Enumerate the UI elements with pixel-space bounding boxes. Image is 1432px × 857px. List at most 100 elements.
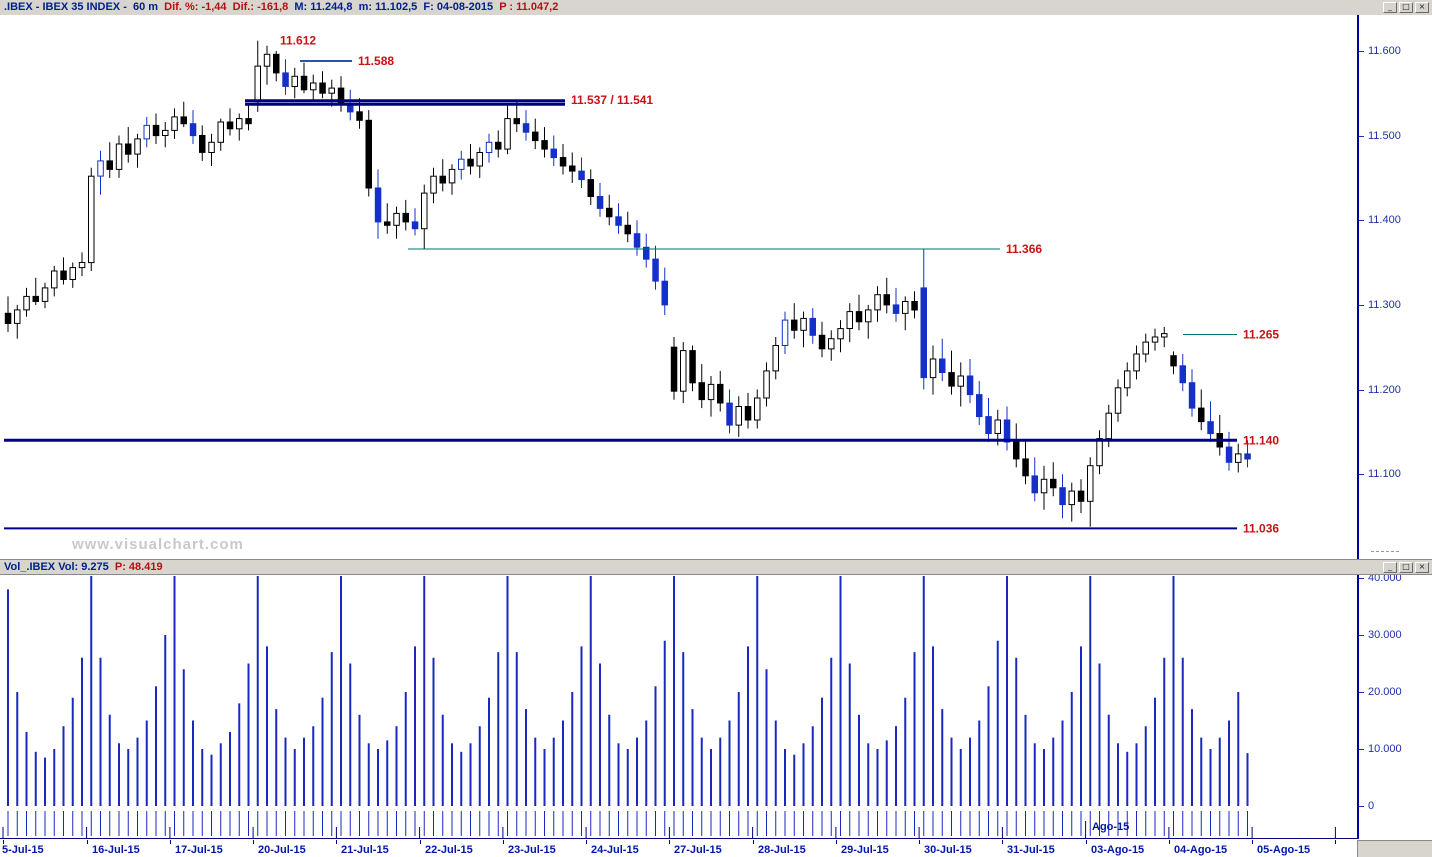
candle-body (319, 82, 326, 94)
candle-body (1114, 387, 1122, 414)
candle-body (217, 121, 224, 143)
level-label: 11.537 / 11.541 (571, 93, 653, 107)
price-tick-mark (1359, 390, 1364, 391)
candle-body (1198, 407, 1205, 423)
date-tick (253, 840, 254, 844)
candle-body (615, 216, 622, 226)
candle-body (1225, 446, 1233, 463)
candle-body (60, 270, 67, 280)
candle-body (14, 309, 21, 324)
candle-body (226, 121, 234, 130)
price-tick-label: 11.100 (1368, 468, 1401, 480)
candle-body (495, 141, 502, 150)
date-tick (1335, 840, 1336, 844)
date-tick (919, 840, 920, 844)
price-scale[interactable]: 11.600 11.500 11.400 11.300 11.200 11.100 (1357, 15, 1432, 559)
candle-body (865, 309, 872, 323)
candle-body (818, 334, 826, 350)
candle-body (596, 196, 604, 209)
candle-body (1133, 353, 1140, 372)
candle-body (421, 192, 428, 230)
candle-body (356, 111, 363, 121)
candle-body (458, 158, 465, 170)
candle-body (78, 262, 86, 269)
title-segment: P : 11.047,2 (499, 1, 559, 13)
date-tick (420, 840, 421, 844)
title-segment: P: 48.419 (114, 560, 163, 573)
date-tick (503, 840, 504, 844)
candle-body (689, 350, 696, 384)
time-axis[interactable]: 5-Jul-15 16-Jul-15 17-Jul-15 20-Jul-15 21-Ju… (0, 840, 1357, 857)
candle-body (115, 143, 123, 170)
candle-body (1077, 490, 1085, 502)
date-tick (3, 840, 4, 844)
minimize-button[interactable]: _ (1383, 2, 1397, 13)
candle-body (1188, 382, 1196, 409)
candle-body (374, 187, 382, 223)
candle-body (291, 75, 298, 87)
candle-body (282, 72, 289, 87)
candle-body (106, 160, 113, 170)
candle-body (310, 82, 317, 91)
candle-body (1068, 490, 1075, 506)
candle-body (1087, 465, 1094, 502)
candle-body (985, 416, 992, 435)
candle-body (236, 118, 243, 130)
candle-body (199, 135, 206, 153)
price-chart-area[interactable]: www.visualchart.com 11.612 11.588 11.537 /… (0, 15, 1357, 559)
candle-body (152, 124, 160, 137)
candle-body (846, 311, 853, 330)
candlestick-chart[interactable]: 11.612 11.588 11.537 / 11.541 11.366 11.265 1… (0, 15, 1357, 559)
date-tick (586, 840, 587, 844)
candle-body (911, 301, 918, 311)
price-tick-label: 11.300 (1368, 299, 1401, 311)
candle-body (97, 160, 104, 177)
minimize-button[interactable]: _ (1383, 562, 1397, 573)
candle-body (1105, 412, 1112, 440)
candles-layer (4, 40, 1251, 527)
chart-title-bar[interactable]: .IBEX - IBEX 35 INDEX - 60 m Dif. %: -1,… (0, 0, 1432, 16)
window-controls: _ □ × (1383, 2, 1429, 13)
volume-histogram[interactable] (0, 575, 1357, 838)
candle-body (32, 295, 39, 302)
volume-chart-area[interactable]: Ago-15 (0, 575, 1357, 839)
date-tick (336, 840, 337, 844)
candle-body (1031, 475, 1038, 494)
candle-body (661, 280, 668, 306)
candle-body (208, 141, 215, 154)
candle-body (476, 152, 483, 167)
close-button[interactable]: × (1415, 562, 1429, 573)
candle-body (652, 258, 659, 282)
candle-body (670, 346, 678, 392)
maximize-button[interactable]: □ (1399, 562, 1413, 573)
price-tick-mark (1359, 474, 1364, 475)
candle-body (902, 301, 909, 314)
date-label: 05-Ago-15 (1257, 844, 1311, 856)
volume-title-bar[interactable]: Vol_.IBEX Vol: 9.275 P: 48.419 _ □ × (0, 559, 1432, 575)
date-label: 31-Jul-15 (1007, 844, 1055, 856)
candle-body (707, 383, 715, 401)
volume-title: Vol_.IBEX Vol: 9.275 P: 48.419 (4, 560, 163, 575)
candle-body (23, 295, 30, 311)
date-label: 04-Ago-15 (1174, 844, 1228, 856)
candle-body (41, 287, 49, 302)
volume-bars-layer (7, 576, 1249, 836)
candle-body (587, 179, 594, 198)
close-button[interactable]: × (1415, 2, 1429, 13)
chart-title: .IBEX - IBEX 35 INDEX - 60 m Dif. %: -1,… (4, 0, 558, 15)
level-label: 11.366 (1006, 242, 1042, 256)
volume-tick-label: 20.000 (1368, 686, 1402, 698)
month-marker: Ago-15 (1092, 821, 1130, 833)
date-label: 03-Ago-15 (1091, 844, 1145, 856)
candle-body (485, 141, 493, 154)
candle-body (976, 394, 983, 418)
title-segment: M: 11.244,8 m: 11.102,5 F: 04-08-2015 (288, 1, 500, 13)
candle-body (143, 124, 150, 140)
candle-body (1235, 453, 1242, 463)
volume-tick-label: 10.000 (1368, 743, 1402, 755)
candle-body (1207, 421, 1214, 435)
volume-scale[interactable]: 40.000 30.000 20.000 10.000 0 (1357, 575, 1432, 839)
maximize-button[interactable]: □ (1399, 2, 1413, 13)
candle-body (189, 123, 197, 137)
date-label: 21-Jul-15 (341, 844, 389, 856)
